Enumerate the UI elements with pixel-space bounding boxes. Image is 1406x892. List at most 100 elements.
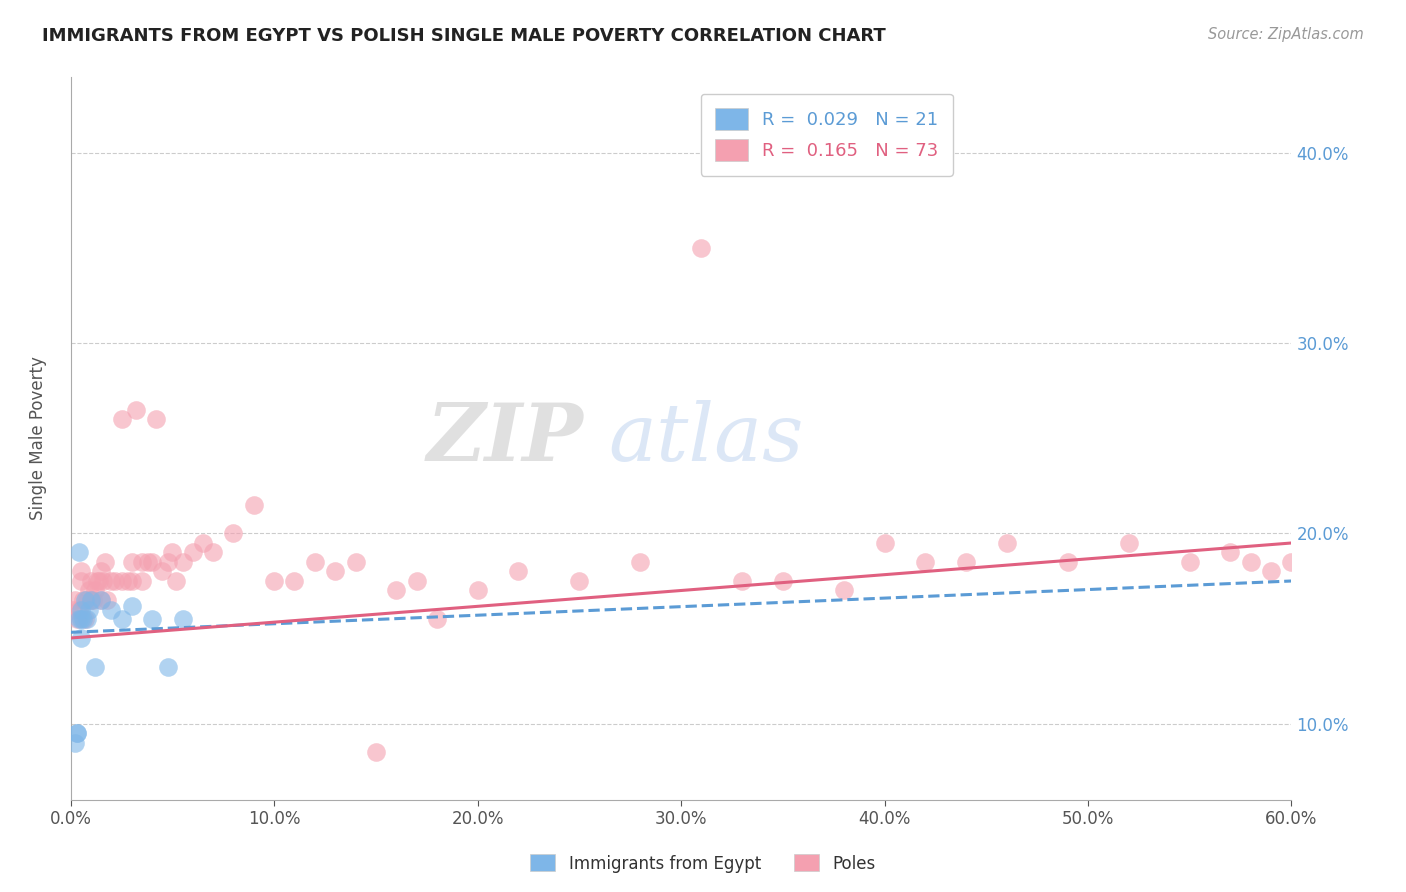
Point — [73, 612, 96, 626]
Point — [162, 545, 184, 559]
Point — [100, 574, 122, 588]
Point — [1301, 536, 1323, 550]
Point — [1056, 555, 1078, 569]
Point — [121, 555, 143, 569]
Legend: Immigrants from Egypt, Poles: Immigrants from Egypt, Poles — [523, 847, 883, 880]
Point — [157, 659, 180, 673]
Point — [172, 612, 194, 626]
Point — [832, 583, 855, 598]
Point — [263, 574, 285, 588]
Point — [84, 659, 107, 673]
Point — [84, 583, 107, 598]
Point — [202, 545, 225, 559]
Point — [172, 555, 194, 569]
Point — [66, 726, 89, 740]
Point — [80, 593, 103, 607]
Point — [90, 593, 112, 607]
Point — [69, 602, 91, 616]
Point — [90, 593, 112, 607]
Point — [121, 599, 143, 613]
Point — [67, 602, 90, 616]
Text: ZIP: ZIP — [426, 400, 583, 477]
Point — [914, 555, 936, 569]
Point — [104, 574, 127, 588]
Point — [66, 612, 89, 626]
Point — [96, 593, 118, 607]
Point — [121, 574, 143, 588]
Point — [568, 574, 591, 588]
Point — [125, 403, 148, 417]
Point — [110, 412, 132, 426]
Text: Source: ZipAtlas.com: Source: ZipAtlas.com — [1208, 27, 1364, 42]
Point — [344, 555, 367, 569]
Point — [69, 612, 91, 626]
Point — [110, 612, 132, 626]
Point — [191, 536, 214, 550]
Point — [89, 574, 111, 588]
Point — [181, 545, 204, 559]
Point — [131, 574, 153, 588]
Point — [1178, 555, 1201, 569]
Point — [873, 536, 896, 550]
Point — [86, 574, 108, 588]
Point — [323, 565, 346, 579]
Point — [77, 583, 100, 598]
Point — [385, 583, 408, 598]
Point — [1118, 536, 1140, 550]
Point — [772, 574, 794, 588]
Text: IMMIGRANTS FROM EGYPT VS POLISH SINGLE MALE POVERTY CORRELATION CHART: IMMIGRANTS FROM EGYPT VS POLISH SINGLE M… — [42, 27, 886, 45]
Point — [222, 526, 245, 541]
Point — [63, 593, 86, 607]
Point — [157, 555, 180, 569]
Point — [69, 574, 91, 588]
Point — [69, 631, 91, 645]
Point — [67, 545, 90, 559]
Point — [131, 555, 153, 569]
Point — [405, 574, 427, 588]
Point — [80, 574, 103, 588]
Point — [690, 242, 713, 256]
Point — [141, 555, 163, 569]
Point — [955, 555, 977, 569]
Point — [91, 574, 114, 588]
Point — [145, 412, 167, 426]
Y-axis label: Single Male Poverty: Single Male Poverty — [30, 357, 46, 520]
Point — [995, 536, 1018, 550]
Point — [304, 555, 326, 569]
Point — [150, 565, 173, 579]
Point — [69, 565, 91, 579]
Point — [100, 602, 122, 616]
Point — [66, 726, 89, 740]
Point — [283, 574, 305, 588]
Point — [243, 498, 266, 512]
Point — [136, 555, 159, 569]
Point — [1260, 565, 1282, 579]
Text: atlas: atlas — [607, 400, 803, 477]
Point — [72, 612, 94, 626]
Point — [110, 574, 132, 588]
Point — [94, 555, 117, 569]
Point — [72, 593, 94, 607]
Point — [117, 574, 139, 588]
Point — [1281, 555, 1303, 569]
Point — [731, 574, 754, 588]
Point — [1219, 545, 1241, 559]
Point — [426, 612, 449, 626]
Point — [364, 745, 387, 759]
Point — [1240, 555, 1263, 569]
Point — [76, 593, 98, 607]
Point — [90, 565, 112, 579]
Point — [67, 612, 90, 626]
Point — [73, 593, 96, 607]
Point — [80, 593, 103, 607]
Point — [77, 602, 100, 616]
Point — [628, 555, 651, 569]
Point — [141, 612, 163, 626]
Point — [166, 574, 188, 588]
Point — [467, 583, 489, 598]
Point — [63, 735, 86, 749]
Point — [76, 612, 98, 626]
Point — [62, 602, 84, 616]
Legend: R =  0.029   N = 21, R =  0.165   N = 73: R = 0.029 N = 21, R = 0.165 N = 73 — [700, 94, 953, 176]
Point — [508, 565, 530, 579]
